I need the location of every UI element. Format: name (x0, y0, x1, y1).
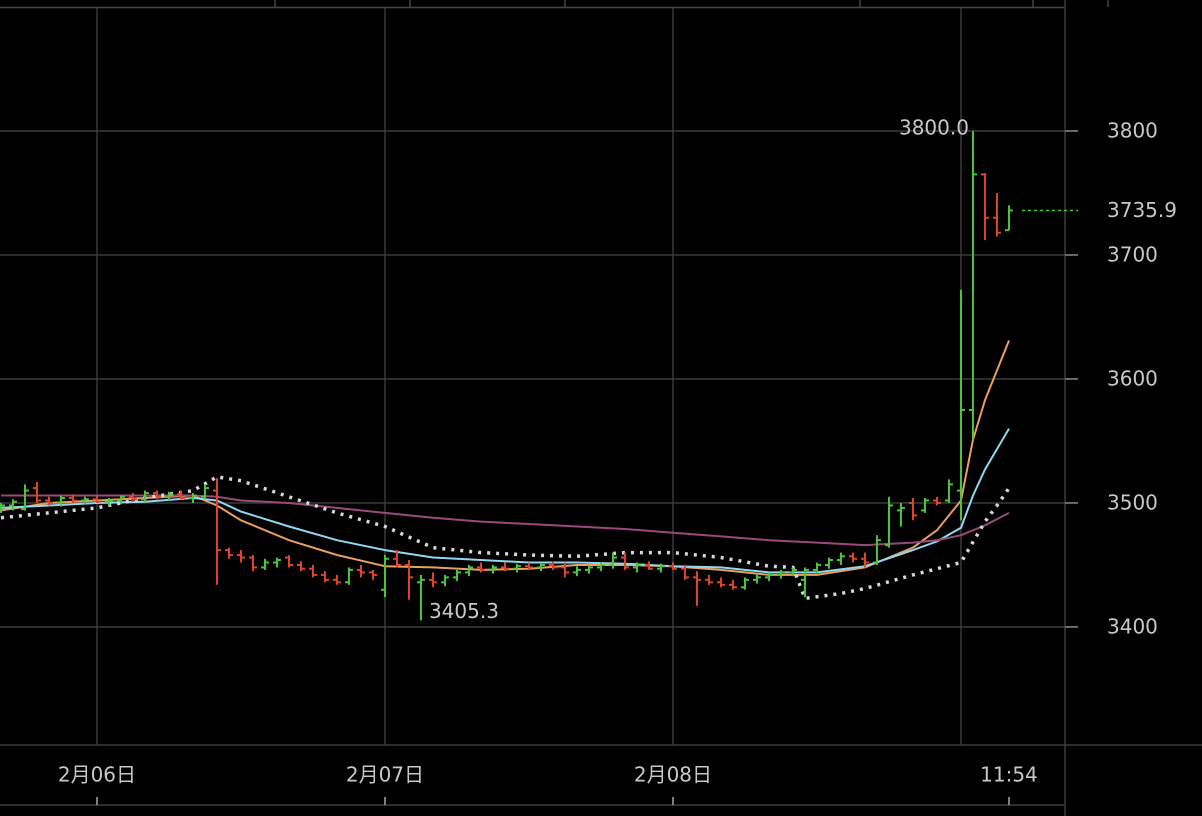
ma-line (1, 494, 1010, 547)
price-annotation: 3800.0 (899, 115, 969, 139)
price-annotation: 3405.3 (429, 599, 499, 623)
last-price-label: 3735.9 (1107, 198, 1177, 222)
y-tick-label: 3500 (1107, 490, 1158, 514)
y-tick-label: 3800 (1107, 118, 1158, 142)
y-tick-label: 3400 (1107, 614, 1158, 638)
y-tick-label: 3600 (1107, 366, 1158, 390)
top-ticks (0, 0, 1109, 9)
x-tick-label: 2月06日 (58, 763, 136, 787)
ma-line (0, 475, 1011, 601)
x-tick-label: 2月08日 (634, 763, 712, 787)
y-tick-label: 3700 (1107, 242, 1158, 266)
x-tick-label: 11:54 (980, 763, 1038, 787)
x-tick-label: 2月07日 (346, 763, 424, 787)
